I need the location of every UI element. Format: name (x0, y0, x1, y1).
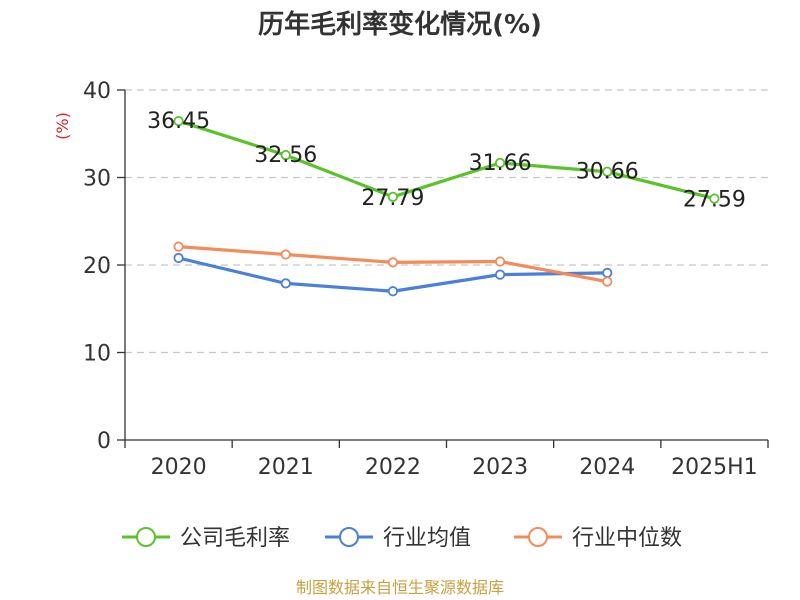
data-point[interactable] (280, 249, 291, 260)
legend-marker-icon (339, 527, 359, 547)
y-tick-label: 0 (97, 429, 111, 454)
y-tick-label: 40 (83, 79, 111, 104)
x-tick-label: 2022 (365, 455, 421, 480)
data-point[interactable] (173, 115, 184, 127)
legend-label: 行业中位数 (572, 526, 682, 551)
grid-lines (125, 89, 768, 354)
data-point[interactable] (173, 241, 184, 252)
data-point[interactable] (709, 193, 720, 204)
chart-title: 历年毛利率变化情况(%) (258, 9, 542, 40)
data-point[interactable] (280, 278, 291, 289)
data-label: 36.45 (147, 109, 210, 134)
data-label: 32.56 (254, 143, 317, 168)
legend-item[interactable]: 行业均值 (325, 526, 471, 551)
series-line-0 (176, 119, 717, 201)
data-labels: 36.45 32.56 27.79 31.66 30.66 27.59 (147, 109, 746, 213)
legend-item[interactable]: 行业中位数 (514, 526, 682, 551)
data-point[interactable] (494, 269, 506, 280)
x-tick-label: 2021 (258, 455, 314, 480)
axes: 0 10 20 30 40 2020 2021 2022 2023 2024 2025H1 (83, 79, 769, 480)
y-tick-label: 10 (83, 342, 111, 367)
y-tick-label: 30 (83, 167, 111, 192)
data-point[interactable] (494, 157, 506, 169)
data-point[interactable] (602, 166, 613, 177)
x-tick-label: 2024 (579, 455, 635, 480)
data-label: 30.66 (576, 160, 639, 185)
legend-marker-icon (136, 527, 156, 547)
source-note: 制图数据来自恒生聚源数据库 (296, 578, 504, 597)
series-lines (173, 115, 720, 297)
data-point[interactable] (387, 191, 399, 202)
legend-label: 行业均值 (383, 526, 471, 551)
x-tick-label: 2023 (472, 455, 528, 480)
x-tick-label: 2025H1 (671, 455, 758, 480)
data-label: 27.59 (683, 188, 746, 213)
data-point[interactable] (602, 276, 613, 287)
data-point[interactable] (387, 257, 399, 268)
data-label: 27.79 (361, 186, 424, 211)
data-point[interactable] (173, 252, 184, 264)
y-tick-label: 20 (83, 254, 111, 279)
y-axis-unit: (%) (53, 112, 72, 140)
data-point[interactable] (280, 150, 291, 161)
legend-item[interactable]: 公司毛利率 (122, 526, 290, 551)
data-label: 31.66 (469, 151, 532, 176)
data-point[interactable] (387, 286, 399, 297)
x-tick-label: 2020 (151, 455, 207, 480)
legend-marker-icon (528, 527, 548, 547)
legend-label: 公司毛利率 (180, 526, 290, 551)
data-point[interactable] (494, 256, 506, 267)
legend[interactable]: 公司毛利率 行业均值 行业中位数 (122, 526, 682, 551)
data-point[interactable] (602, 267, 613, 278)
